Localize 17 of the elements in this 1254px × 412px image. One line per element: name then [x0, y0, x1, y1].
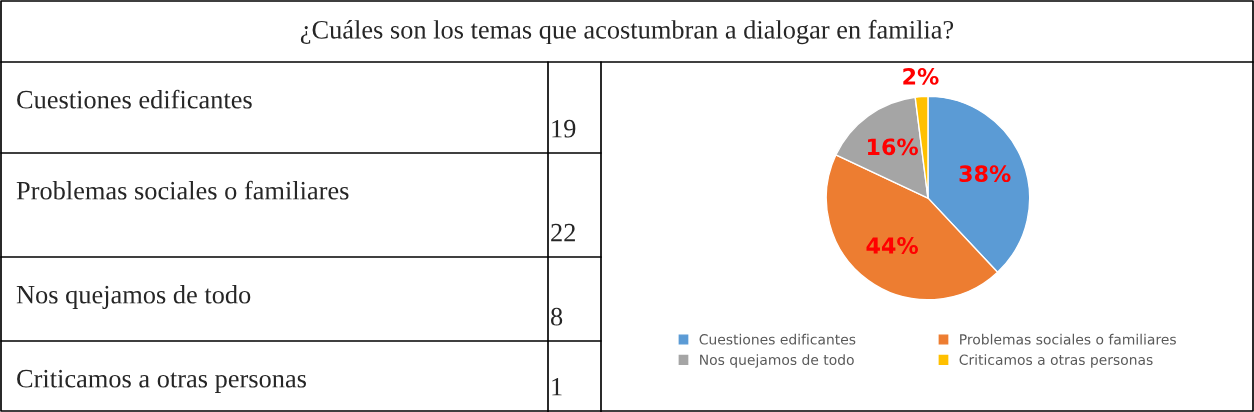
data-label: 22: [551, 223, 575, 242]
category-label: Problemas sociales o familiares: [16, 180, 349, 200]
legend-label: Criticamos a otras personas: [959, 354, 1153, 368]
category-label: Criticamos a otras personas: [17, 369, 306, 393]
legend-label: Nos quejamos de todo: [700, 354, 854, 368]
data-label: 19: [552, 119, 576, 138]
text: ¿Cuáles son los temas que acostumbran a dialogar en familia?: [300, 19, 954, 45]
data-label: 38%: [959, 165, 1011, 183]
data-label: 8: [551, 307, 563, 326]
legend-label: Problemas sociales o familiares: [960, 333, 1176, 345]
data-label: 1: [552, 377, 562, 396]
category-label: Cuestiones edificantes: [17, 89, 252, 109]
category-label: Nos quejamos de todo: [16, 285, 251, 309]
data-label: 2%: [903, 68, 939, 85]
data-label: 16%: [868, 138, 918, 156]
data-label: 44%: [866, 237, 918, 254]
legend-label: Cuestiones edificantes: [699, 333, 856, 345]
